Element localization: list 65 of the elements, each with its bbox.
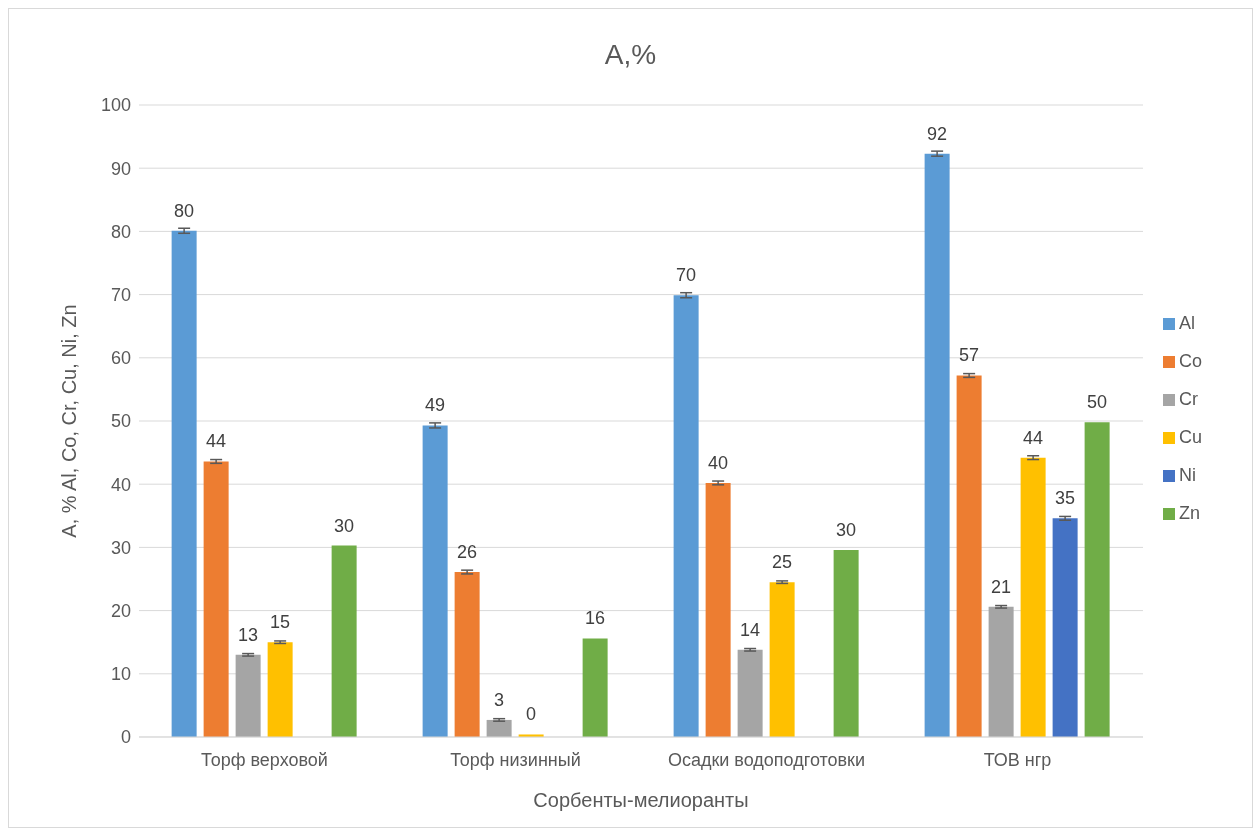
data-label: 15 — [270, 612, 291, 633]
y-tick-label: 50 — [110, 411, 131, 432]
y-tick-label: 90 — [110, 158, 131, 179]
y-tick-label: 10 — [110, 664, 131, 685]
legend-label: Zn — [1178, 503, 1200, 523]
data-label: 0 — [526, 704, 537, 725]
bar — [833, 549, 859, 737]
bar — [422, 425, 448, 737]
data-label: 25 — [772, 552, 793, 573]
y-tick-label: 80 — [110, 221, 131, 242]
y-tick-label: 40 — [110, 474, 131, 495]
data-label: 35 — [1055, 488, 1076, 509]
bar — [203, 461, 229, 737]
y-tick-label: 70 — [110, 284, 131, 305]
bar — [988, 606, 1014, 737]
data-label: 21 — [991, 576, 1012, 597]
data-label: 16 — [585, 608, 606, 629]
data-label: 13 — [238, 624, 259, 645]
legend-label: Ni — [1178, 465, 1196, 485]
bar — [737, 649, 763, 737]
legend-label: Cr — [1178, 389, 1198, 409]
x-tick-label: Осадки водоподготовки — [667, 749, 866, 770]
data-label: 26 — [457, 542, 478, 563]
data-label: 49 — [425, 395, 446, 416]
bar — [1052, 518, 1078, 737]
bar — [705, 482, 731, 737]
bar — [956, 375, 982, 737]
legend-label: Co — [1178, 351, 1202, 371]
bar — [331, 545, 357, 737]
data-label: 40 — [708, 452, 729, 473]
data-label: 44 — [206, 431, 227, 452]
data-label: 92 — [927, 123, 948, 144]
bar — [267, 642, 293, 737]
data-label: 50 — [1087, 392, 1108, 413]
x-axis-title: Сорбенты-мелиоранты — [533, 789, 749, 811]
bar — [235, 654, 261, 737]
y-axis-title: A, % Al, Co, Cr, Cu, Ni, Zn — [58, 304, 81, 538]
y-tick-label: 30 — [110, 537, 131, 558]
data-label: 3 — [494, 689, 505, 710]
x-tick-label: ТОВ нгр — [983, 749, 1052, 770]
bar — [582, 638, 608, 737]
legend-label: Cu — [1178, 427, 1202, 447]
y-tick-label: 100 — [100, 95, 131, 116]
data-label: 44 — [1023, 427, 1044, 448]
data-label: 70 — [676, 265, 697, 286]
bar — [769, 582, 795, 737]
bar — [486, 719, 512, 737]
bar — [171, 230, 197, 737]
chart-title: A,% — [603, 39, 658, 71]
data-label: 80 — [174, 200, 195, 221]
bar — [924, 153, 950, 737]
bar — [1084, 422, 1110, 737]
data-label: 14 — [740, 619, 761, 640]
data-label: 30 — [836, 519, 857, 540]
y-tick-label: 60 — [110, 348, 131, 369]
data-label: 30 — [334, 515, 355, 536]
bar — [454, 572, 480, 737]
bar — [673, 295, 699, 737]
legend-label: Al — [1178, 313, 1195, 333]
x-tick-label: Торф низинный — [450, 749, 581, 770]
bar — [1020, 457, 1046, 737]
y-tick-label: 0 — [120, 727, 131, 748]
y-tick-label: 20 — [110, 600, 131, 621]
x-tick-label: Торф верховой — [201, 749, 328, 770]
data-label: 57 — [959, 345, 980, 366]
